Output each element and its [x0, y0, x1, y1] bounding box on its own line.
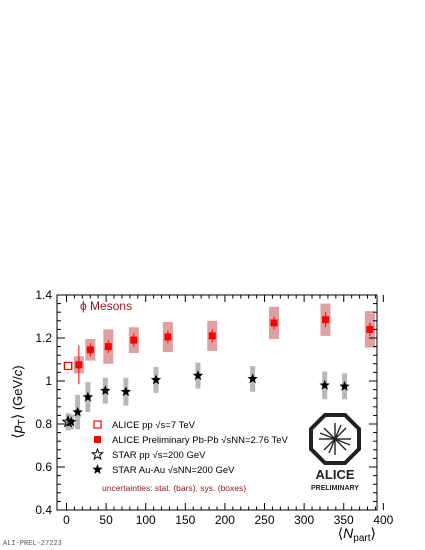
data-point-filled-star [319, 379, 330, 390]
data-point-filled-star [100, 385, 111, 396]
legend-marker-filled-square [94, 436, 101, 443]
data-point-filled-square [270, 319, 278, 327]
x-tick-label: 100 [136, 513, 156, 527]
y-tick-label: 0.8 [35, 417, 52, 431]
figure-id: ALI-PREL-27223 [3, 540, 62, 548]
legend-marker-open-star [90, 447, 105, 461]
x-tick-label: 150 [175, 513, 195, 527]
data-point-filled-star [247, 373, 258, 384]
legend-entry-star-auau: STAR Au-Au √sNN=200 GeV [92, 464, 235, 476]
data-point-filled-square [164, 333, 172, 341]
x-tick-label: 250 [255, 513, 275, 527]
data-point-filled-square [86, 346, 94, 354]
data-point-filled-square [130, 336, 138, 344]
legend-label: STAR pp √s=200 GeV [112, 450, 206, 461]
y-axis-title: ⟨pT⟩ (GeV/c) [9, 365, 28, 438]
x-axis-title: ⟨Npart⟩ [338, 525, 376, 544]
x-tick-label: 0 [63, 513, 70, 527]
legend-entry-alice-pp: ALICE pp √s=7 TeV [93, 420, 196, 431]
data-point-filled-square [75, 361, 83, 369]
data-point-filled-square [208, 332, 216, 340]
logo-rays-icon [319, 423, 351, 455]
data-point-filled-star [339, 380, 350, 391]
data-point-filled-square [104, 343, 112, 351]
x-tick-label: 400 [373, 513, 393, 527]
data-point-open-square [63, 361, 73, 371]
data-point-filled-square [322, 316, 330, 324]
logo-name: ALICE [316, 467, 355, 482]
legend-marker-filled-star [92, 464, 103, 474]
legend: ALICE pp √s=7 TeV ALICE Preliminary Pb-P… [90, 420, 289, 493]
legend-label: ALICE Preliminary Pb-Pb √sNN=2.76 TeV [112, 435, 289, 446]
uncertainty-note: uncertainties: stat. (bars), sys. (boxes… [102, 483, 246, 493]
data-point-filled-star [150, 374, 162, 385]
data-point-filled-star [192, 370, 204, 381]
legend-label: ALICE pp √s=7 TeV [112, 420, 196, 431]
data-point-filled-star [120, 386, 132, 397]
y-tick-label: 1.2 [35, 331, 52, 345]
y-tick-label: 0.4 [35, 503, 52, 517]
chart-annotation: ϕ Mesons [80, 299, 132, 313]
data-markers [61, 316, 374, 428]
logo-subtitle: PRELIMINARY [311, 485, 359, 492]
data-point-filled-star [82, 391, 94, 402]
alice-logo: ALICE PRELIMINARY [309, 413, 361, 492]
y-tick-label: 0.6 [35, 460, 52, 474]
legend-label: STAR Au-Au √sNN=200 GeV [112, 465, 235, 476]
data-point-filled-star [66, 416, 77, 427]
y-tick-label: 1 [45, 374, 52, 388]
x-tick-label: 300 [294, 513, 314, 527]
data-point-filled-star [72, 406, 83, 417]
x-tick-label: 200 [215, 513, 235, 527]
axes: 0 50 100 150 200 250 300 350 400 0.4 0.6 0.8 1 1.2 1.4 [35, 288, 393, 527]
data-point-filled-square [366, 325, 374, 333]
legend-marker-open-square [93, 420, 102, 429]
legend-entry-alice-pbpb: ALICE Preliminary Pb-Pb √sNN=2.76 TeV [94, 435, 289, 446]
x-tick-label: 50 [99, 513, 113, 527]
legend-entry-star-pp: STAR pp √s=200 GeV [90, 447, 206, 461]
x-tick-label: 350 [334, 513, 354, 527]
y-tick-label: 1.4 [35, 288, 52, 302]
